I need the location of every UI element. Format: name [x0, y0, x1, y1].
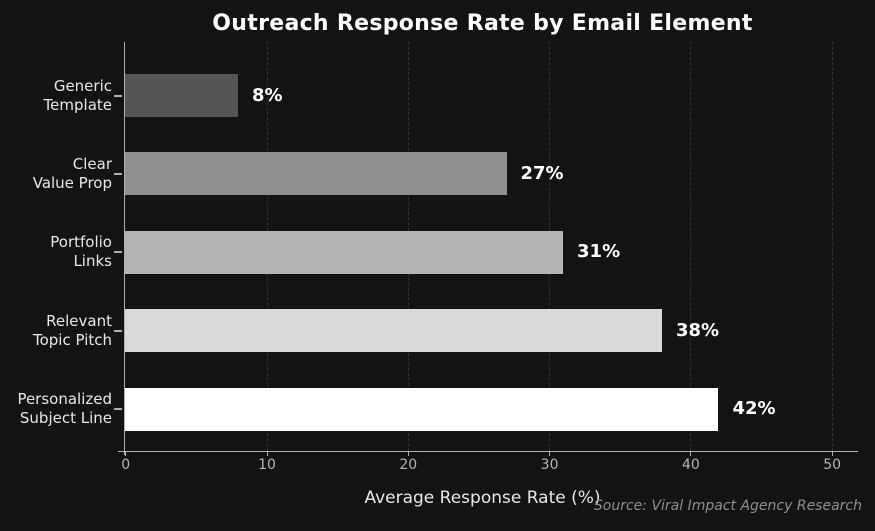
x-tick-mark: [549, 451, 551, 456]
gridline-x-40: [690, 42, 692, 451]
x-axis-label: Average Response Rate (%): [364, 488, 601, 508]
bar-personalized-subject-line: [125, 387, 719, 431]
category-label-line: Generic: [53, 76, 112, 95]
value-label: 8%: [252, 84, 283, 106]
value-label: 31%: [577, 241, 621, 263]
bar-generic-template: [125, 74, 239, 117]
x-tick-label: 50: [823, 457, 842, 473]
category-label-line: Subject Line: [19, 409, 112, 428]
y-tick-mark: [114, 408, 122, 411]
x-tick-label: 30: [540, 457, 559, 473]
y-tick-mark: [114, 94, 122, 97]
category-label-line: Portfolio: [50, 233, 112, 252]
bar-relevant-topic-pitch: [125, 309, 662, 353]
category-label-line: Relevant: [46, 311, 112, 330]
category-label-line: Clear: [72, 154, 112, 173]
category-label-line: Template: [43, 95, 112, 114]
category-label: Portfolio Links: [0, 233, 112, 271]
x-tick-label: 20: [399, 457, 418, 473]
y-tick-mark: [114, 251, 122, 254]
category-label-line: Value Prop: [32, 173, 112, 192]
x-tick-mark: [125, 451, 127, 456]
category-label: Clear Value Prop: [0, 155, 112, 193]
x-axis-spine: [118, 451, 858, 452]
bar-portfolio-links: [125, 230, 564, 274]
value-label: 38%: [675, 319, 720, 341]
category-label: Personalized Subject Line: [0, 390, 112, 428]
x-tick-mark: [690, 451, 692, 456]
category-label-line: Personalized: [17, 390, 112, 409]
gridline-x-50: [831, 42, 833, 451]
source-credit: Source: Viral Impact Agency Research: [593, 498, 862, 514]
x-tick-label: 40: [681, 457, 700, 473]
y-tick-mark: [114, 329, 122, 332]
x-tick-mark: [266, 451, 268, 456]
category-label-line: Links: [73, 252, 112, 271]
y-tick-mark: [114, 172, 122, 175]
x-tick-mark: [831, 451, 833, 456]
bar-clear-value-prop: [125, 152, 507, 196]
category-label: Generic Template: [0, 77, 112, 115]
x-tick-label: 10: [258, 457, 276, 473]
y-axis-spine: [124, 42, 125, 455]
x-tick-label: 0: [121, 457, 131, 473]
x-tick-mark: [407, 451, 409, 456]
value-label: 27%: [520, 162, 564, 184]
category-label: Relevant Topic Pitch: [0, 312, 112, 350]
chart-title: Outreach Response Rate by Email Element: [212, 11, 753, 36]
category-label-line: Topic Pitch: [32, 330, 112, 349]
value-label: 42%: [732, 398, 776, 420]
